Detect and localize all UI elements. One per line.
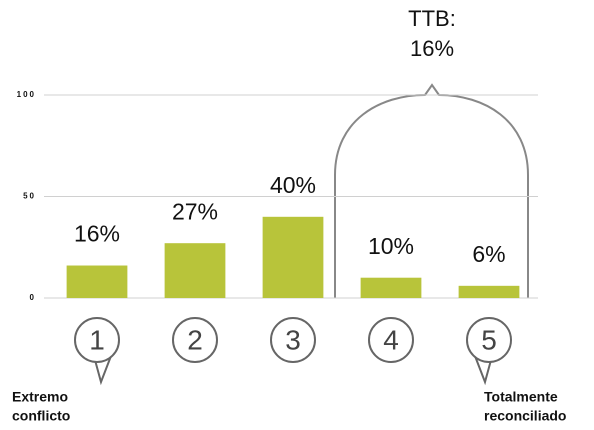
right-note: reconciliado [484,408,566,424]
value-label: 6% [472,241,505,267]
y-tick-label: 0 [30,293,36,302]
x-tick-label: 1 [89,324,105,355]
bar [360,277,422,298]
value-label: 40% [270,172,316,198]
left-note: conflicto [12,408,70,424]
category-bubble [172,317,218,363]
left-note: Extremo [12,389,68,405]
bar [262,216,324,298]
bar [66,265,128,298]
ttb-value: 16% [410,36,454,61]
x-tick-label: 5 [481,324,497,355]
value-label: 10% [368,233,414,259]
value-label: 27% [172,198,218,224]
x-tick-label: 2 [187,324,203,355]
value-label: 16% [74,221,120,247]
category-bubble [74,317,120,363]
right-note: Totalmente [484,389,558,405]
ttb-bracket [334,83,529,298]
category-bubble [270,317,316,363]
y-tick-label: 100 [17,90,36,99]
x-tick-label: 3 [285,324,301,355]
x-tick-label: 4 [383,324,399,355]
y-tick-label: 50 [23,192,36,201]
category-bubble [368,317,414,363]
ttb-label: TTB: [408,6,456,31]
category-bubble [466,317,512,363]
bar [164,243,226,298]
bar [458,285,520,298]
